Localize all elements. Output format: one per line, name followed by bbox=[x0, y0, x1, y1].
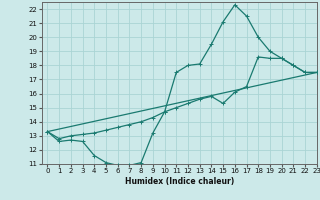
X-axis label: Humidex (Indice chaleur): Humidex (Indice chaleur) bbox=[124, 177, 234, 186]
